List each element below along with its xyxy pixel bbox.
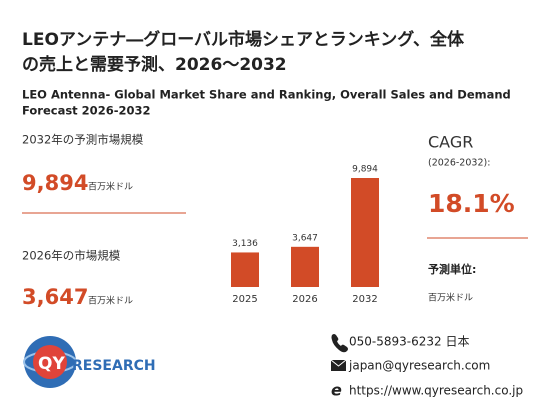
x-tick-label: 2032 xyxy=(352,294,377,305)
mail-icon xyxy=(330,359,347,371)
current-unit: 百万米ドル xyxy=(88,295,133,307)
unit-value: 百万米ドル xyxy=(428,292,473,304)
current-value: 3,647 xyxy=(22,285,88,309)
phone: 050-5893-6232 日本 xyxy=(349,335,469,349)
x-tick-label: 2026 xyxy=(292,294,317,305)
logo-mark: QY xyxy=(38,354,65,374)
cagr-period: (2026-2032): xyxy=(428,158,490,169)
subtitle-line: LEO Antenna- Global Market Share and Ran… xyxy=(22,88,511,102)
title-line: の売上と需要予測、2026～2032 xyxy=(22,54,287,75)
website[interactable]: https://www.qyresearch.co.jp xyxy=(349,384,523,398)
title-line: LEOアンテナ―グローバル市場シェアとランキング、全体 xyxy=(22,29,465,50)
cagr-label: CAGR xyxy=(428,133,473,152)
bar xyxy=(351,178,379,287)
logo-text: RESEARCH xyxy=(72,358,156,374)
current-label: 2026年の市場規模 xyxy=(22,249,121,263)
value-label: 3,647 xyxy=(292,233,318,243)
logo-core xyxy=(33,345,67,379)
x-tick-label: 2025 xyxy=(232,294,257,305)
logo: QY RESEARCH xyxy=(23,336,156,388)
unit-label: 予測単位: xyxy=(428,262,476,276)
subtitle-line: Forecast 2026-2032 xyxy=(22,104,150,118)
forecast-unit: 百万米ドル xyxy=(88,181,133,193)
value-label: 3,136 xyxy=(232,239,258,249)
value-label: 9,894 xyxy=(352,165,378,175)
web-icon: e xyxy=(331,381,342,400)
cagr-value: 18.1% xyxy=(428,189,515,218)
email[interactable]: japan@qyresearch.com xyxy=(348,359,490,373)
forecast-label: 2032年の予測市場規模 xyxy=(22,133,144,147)
phone-icon xyxy=(331,334,348,353)
bar xyxy=(291,246,319,287)
bar xyxy=(231,252,259,287)
forecast-value: 9,894 xyxy=(22,171,88,195)
